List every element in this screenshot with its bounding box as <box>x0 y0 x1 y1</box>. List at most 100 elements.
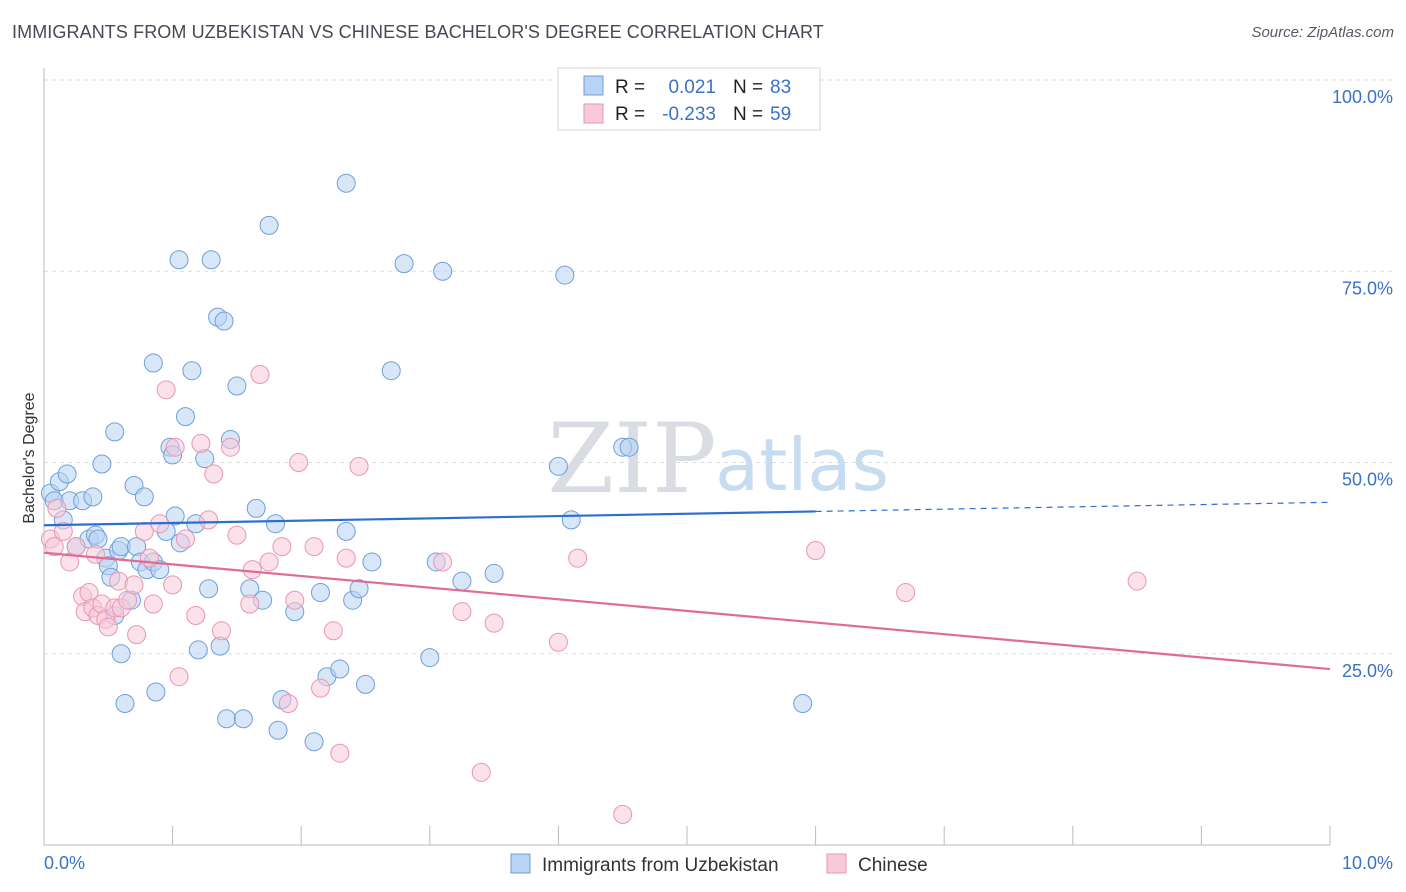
uzbekistan-point-63 <box>330 659 350 679</box>
chinese-point-56 <box>568 548 588 568</box>
uzbekistan-point-26 <box>134 487 154 507</box>
uzbekistan-point-12 <box>92 454 112 474</box>
stats-r-label-2: R = <box>615 104 645 125</box>
chinese-point-30 <box>186 606 206 625</box>
uzbekistan-point-43 <box>199 579 219 599</box>
chinese-point-26 <box>163 575 183 595</box>
uzbekistan-point-69 <box>362 552 382 572</box>
uzbekistan-point-81 <box>619 437 639 457</box>
chinese-point-25 <box>156 380 176 400</box>
y-tick-label-0: 25.0% <box>1342 661 1393 681</box>
chinese-point-5 <box>66 537 86 557</box>
uzbekistan-point-67 <box>349 579 369 599</box>
chinese-point-14 <box>98 617 118 637</box>
chinese-point-22 <box>139 548 159 568</box>
uzbekistan-point-61 <box>310 583 330 603</box>
uzbekistan-point-77 <box>548 456 568 476</box>
uzbekistan-point-72 <box>420 648 440 668</box>
legend-swatch-uzbekistan <box>510 853 531 874</box>
stats-legend: R = 0.021 N = 83 R = -0.233 N = 59 <box>557 67 821 131</box>
stats-legend-swatch-blue <box>583 75 604 96</box>
chinese-point-44 <box>289 453 309 472</box>
watermark: ZIP atlas <box>547 403 889 515</box>
uzbekistan-point-55 <box>259 215 279 235</box>
axes <box>43 68 1331 846</box>
stats-r-value-1: 0.021 <box>668 77 716 98</box>
chinese-point-54 <box>484 613 504 633</box>
chinese-point-55 <box>548 632 568 652</box>
uzbekistan-point-41 <box>188 640 208 660</box>
uzbekistan-point-36 <box>169 250 189 270</box>
chinese-point-3 <box>53 521 73 541</box>
chinese-point-34 <box>211 621 231 641</box>
uzbekistan-point-70 <box>381 361 401 381</box>
stats-r-label-1: R = <box>615 77 645 98</box>
chinese-point-36 <box>227 525 247 545</box>
chinese-point-51 <box>433 552 453 572</box>
chinese-point-52 <box>452 602 472 622</box>
uzbekistan-point-51 <box>233 709 253 729</box>
uzbekistan-point-53 <box>246 498 266 518</box>
trend-lines <box>43 501 1331 671</box>
series-chinese-points <box>40 365 1147 824</box>
chinese-point-50 <box>349 456 369 476</box>
uzbekistan-trend-extension <box>815 501 1331 513</box>
uzbekistan-point-79 <box>561 510 581 530</box>
chinese-point-57 <box>613 804 633 824</box>
chinese-point-42 <box>278 693 298 713</box>
stats-r-value-2: -0.233 <box>662 104 716 125</box>
chinese-point-49 <box>336 548 356 568</box>
series-legend: Immigrants from Uzbekistan Chinese <box>510 853 928 876</box>
uzbekistan-point-21 <box>115 693 135 713</box>
uzbekistan-point-35 <box>165 506 185 526</box>
legend-label-chinese: Chinese <box>858 855 928 876</box>
uzbekistan-point-19 <box>105 422 125 442</box>
uzbekistan-point-82 <box>793 693 813 713</box>
stats-n-value-2: 59 <box>770 104 791 125</box>
y-axis-label: Bachelor's Degree <box>21 392 38 523</box>
chinese-point-46 <box>310 678 330 698</box>
chinese-point-31 <box>191 433 211 453</box>
uzbekistan-point-29 <box>143 353 163 373</box>
chinese-point-1 <box>44 537 64 557</box>
chinese-point-28 <box>169 667 189 687</box>
uzbekistan-point-68 <box>356 674 375 694</box>
uzbekistan-point-48 <box>217 709 237 729</box>
uzbekistan-point-64 <box>336 173 356 193</box>
source-label: Source: ZipAtlas.com <box>1251 24 1394 41</box>
uzbekistan-point-65 <box>336 521 356 541</box>
chinese-point-53 <box>471 762 491 782</box>
chinese-point-47 <box>323 621 343 641</box>
stats-n-label-1: N = <box>733 77 763 98</box>
chinese-point-37 <box>240 594 260 614</box>
chinese-point-35 <box>220 437 240 457</box>
uzbekistan-point-78 <box>555 265 575 285</box>
y-tick-label-3: 100.0% <box>1332 87 1393 107</box>
uzbekistan-point-30 <box>146 682 166 702</box>
chinese-point-20 <box>127 625 147 645</box>
chinese-point-19 <box>124 575 144 595</box>
chinese-point-45 <box>304 537 324 557</box>
chinese-point-33 <box>204 464 224 484</box>
chinese-point-27 <box>165 437 185 457</box>
uzbekistan-point-60 <box>304 732 324 752</box>
chinese-point-59 <box>896 583 916 603</box>
chinese-trend-line <box>43 551 1331 671</box>
uzbekistan-point-39 <box>182 361 202 381</box>
chinese-point-43 <box>285 590 305 610</box>
y-tick-label-2: 75.0% <box>1342 278 1393 298</box>
uzbekistan-point-47 <box>214 311 234 331</box>
y-tick-label-1: 50.0% <box>1342 470 1393 490</box>
chinese-point-39 <box>250 365 270 385</box>
chinese-point-29 <box>175 529 195 549</box>
chinese-point-60 <box>1127 571 1147 591</box>
uzbekistan-point-9 <box>83 487 103 507</box>
stats-n-label-2: N = <box>733 104 763 125</box>
watermark-atlas: atlas <box>715 423 889 507</box>
tick-labels: 25.0% 50.0% 75.0% 100.0% 0.0% 10.0% <box>44 87 1393 873</box>
chinese-point-10 <box>85 544 105 564</box>
uzbekistan-trend-line <box>43 510 816 527</box>
chinese-point-32 <box>199 510 219 530</box>
chinese-point-38 <box>242 560 262 580</box>
